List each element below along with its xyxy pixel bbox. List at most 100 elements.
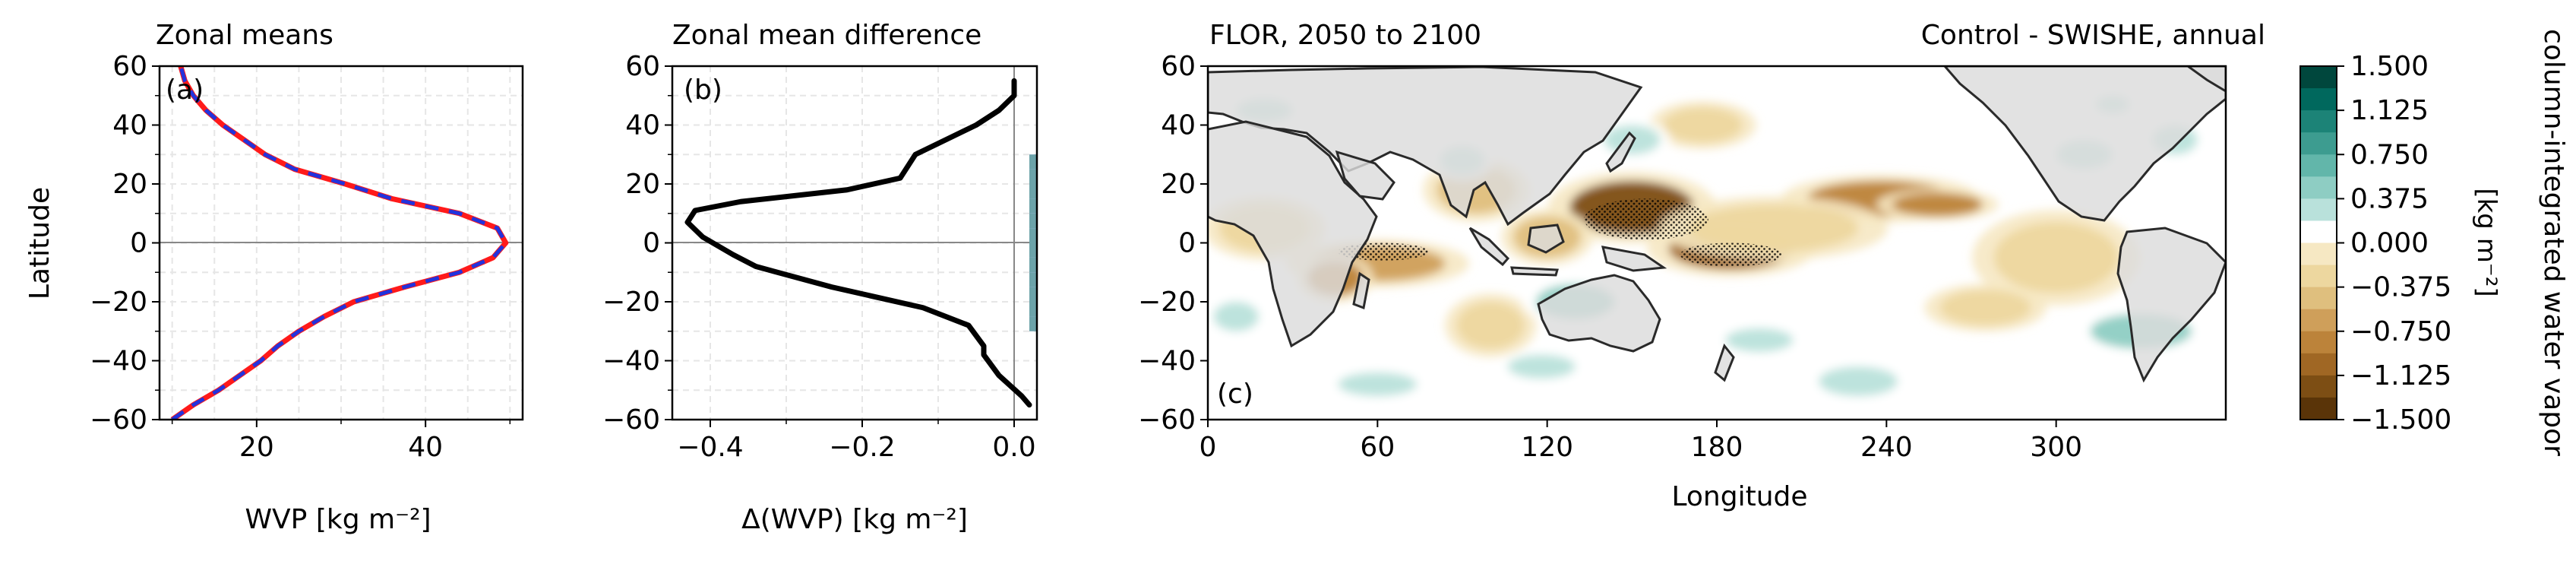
land-africa xyxy=(1208,120,1378,348)
land-eurasia xyxy=(1208,66,1643,227)
panel-b-hist-bar-teal xyxy=(1029,316,1037,331)
panel-b-hist-bar-teal xyxy=(1029,169,1037,184)
map-anomaly-core xyxy=(1456,302,1525,349)
colorbar-swatches xyxy=(2300,66,2337,420)
colorbar-tick-label: 0.750 xyxy=(2350,139,2429,170)
panel-a-series-swishe xyxy=(171,66,508,420)
panel-b-histogram xyxy=(1029,154,1037,331)
map-land xyxy=(1208,66,2226,383)
panel-b-tag: (b) xyxy=(684,74,722,106)
colorbar-tick-label: 0.000 xyxy=(2350,228,2429,259)
colorbar-swatch xyxy=(2300,154,2337,177)
panel-b-hist-bar-teal xyxy=(1029,257,1037,273)
panel-a-xtick-label: 40 xyxy=(408,432,443,463)
map-anomaly-core xyxy=(1688,204,1859,252)
panel-b-series-diff xyxy=(684,78,1032,408)
panel-b-ytick-label: −20 xyxy=(602,287,660,318)
colorbar-tick-label: 1.500 xyxy=(2350,51,2429,82)
panel-b-hist-bar-blue xyxy=(1029,169,1037,184)
colorbar-swatch xyxy=(2300,132,2337,155)
panel-a-ytick-label: 60 xyxy=(112,51,147,82)
panel-b-hist-bar-blue xyxy=(1029,257,1037,273)
panel-b-hist-bar-teal xyxy=(1029,213,1037,229)
panel-b-ytick-label: −60 xyxy=(602,404,660,436)
colorbar-swatch xyxy=(2300,265,2337,288)
map-anomaly-core xyxy=(1892,192,1983,217)
panel-a-xticks: 20 40 xyxy=(171,420,511,463)
panel-c-xtick-label: 180 xyxy=(1691,432,1743,463)
panel-c-xtick-label: 0 xyxy=(1199,432,1217,463)
colorbar-tick-label: 0.375 xyxy=(2350,183,2429,214)
panel-b-hist-bar-blue xyxy=(1029,198,1037,214)
colorbar-swatch xyxy=(2300,353,2337,376)
colorbar-swatch xyxy=(2300,176,2337,199)
panel-b: Zonal mean difference −60 −40 −20 0 20 40 60 −… xyxy=(602,20,1038,535)
colorbar-swatch xyxy=(2300,242,2337,266)
colorbar-ticks: 1.500 1.125 0.750 0.375 0.000 −0.375 −0.750 −1.… xyxy=(2337,51,2451,436)
panel-b-hist-bar-teal xyxy=(1029,272,1037,287)
land-arabia xyxy=(1335,150,1395,201)
colorbar-swatch xyxy=(2300,309,2337,332)
panel-c: FLOR, 2050 to 2100 Control - SWISHE, ann… xyxy=(1138,20,2265,512)
land-new-zealand xyxy=(1714,343,1735,382)
colorbar-unit-label: [kg m⁻²] xyxy=(2471,188,2502,296)
land-java xyxy=(1510,266,1559,277)
panel-c-ytick-label: −60 xyxy=(1138,404,1196,436)
colorbar-swatch xyxy=(2300,110,2337,133)
colorbar-swatch xyxy=(2300,397,2337,420)
panel-b-xlabel: Δ(WVP) [kg m⁻²] xyxy=(741,504,968,535)
panel-a-ytick-label: −40 xyxy=(90,346,147,377)
panel-c-xlabel: Longitude xyxy=(1671,481,1807,512)
colorbar-tick-label: −0.375 xyxy=(2350,272,2451,303)
panel-a-tag: (a) xyxy=(166,74,204,106)
colorbar-tick-label: −0.750 xyxy=(2350,316,2451,347)
map-anomaly-core xyxy=(1663,107,1743,143)
panel-b-ytick-label: 60 xyxy=(625,51,660,82)
map-anomaly-core xyxy=(1507,354,1576,379)
map-significance-stipple xyxy=(1338,198,1782,267)
land-borneo xyxy=(1527,223,1565,254)
panel-c-xticks: 0 60 120 180 240 300 xyxy=(1199,420,2082,463)
panel-b-hist-bar-blue xyxy=(1029,272,1037,287)
panel-c-tag: (c) xyxy=(1217,379,1253,410)
colorbar-swatch xyxy=(2300,198,2337,221)
panel-c-xtick-label: 120 xyxy=(1521,432,1573,463)
panel-a-yticks: −60 −40 −20 0 20 40 60 xyxy=(90,51,160,436)
panel-b-title: Zonal mean difference xyxy=(672,20,981,51)
panel-c-ytick-label: −20 xyxy=(1138,287,1196,318)
panel-c-title-right: Control - SWISHE, annual xyxy=(1921,20,2265,51)
panel-c-xtick-label: 240 xyxy=(1860,432,1913,463)
panel-b-hist-bar-teal xyxy=(1029,184,1037,199)
panel-b-xtick-label: 0.0 xyxy=(992,432,1035,463)
colorbar-tick-label: −1.125 xyxy=(2350,360,2451,391)
panel-c-title-left: FLOR, 2050 to 2100 xyxy=(1209,20,1481,51)
panel-b-hist-bar-teal xyxy=(1029,154,1037,170)
panel-b-ytick-label: 20 xyxy=(625,169,660,200)
panel-a-ytick-label: 40 xyxy=(112,110,147,141)
colorbar: 1.500 1.125 0.750 0.375 0.000 −0.375 −0.750 −1.… xyxy=(2299,29,2569,456)
panel-a-xtick-label: 20 xyxy=(239,432,274,463)
panel-c-xtick-label: 300 xyxy=(2030,432,2082,463)
panel-b-hist-bar-teal xyxy=(1029,302,1037,317)
panel-a-title: Zonal means xyxy=(156,20,333,51)
panel-a-ytick-label: −60 xyxy=(90,404,147,436)
panel-b-hist-bar-teal xyxy=(1029,287,1037,302)
colorbar-label: column-integrated water vapor xyxy=(2538,29,2569,456)
colorbar-swatch xyxy=(2300,375,2337,398)
colorbar-swatch xyxy=(2300,220,2337,243)
panel-b-yticks: −60 −40 −20 0 20 40 60 xyxy=(602,51,672,436)
panel-c-ytick-label: 0 xyxy=(1178,228,1196,259)
panel-b-hist-bar-teal xyxy=(1029,228,1037,243)
panel-b-xtick-label: −0.2 xyxy=(829,432,895,463)
colorbar-swatch xyxy=(2300,88,2337,111)
map-stipple-region xyxy=(1680,242,1782,267)
panel-a-ytick-label: −20 xyxy=(90,287,147,318)
colorbar-tick-label: −1.500 xyxy=(2350,404,2451,436)
panel-c-ytick-label: 20 xyxy=(1161,169,1196,200)
map-anomaly-core xyxy=(1725,328,1794,352)
panel-b-xtick-label: −0.4 xyxy=(677,432,743,463)
map-anomaly-core xyxy=(1213,302,1259,331)
panel-b-lines xyxy=(684,78,1032,408)
